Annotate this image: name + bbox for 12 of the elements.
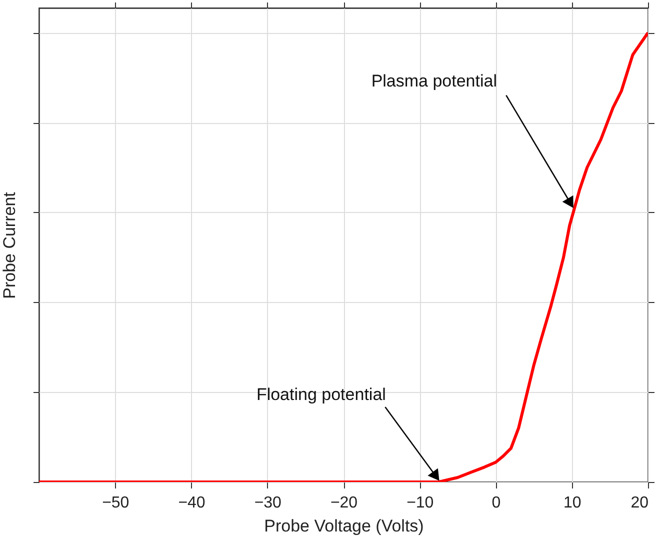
x-tick-label: −10 (406, 494, 434, 512)
x-tick-label: 0 (492, 494, 501, 512)
annotation: Floating potential (256, 385, 386, 404)
x-tick-label: −30 (254, 494, 282, 512)
x-tick-label: −50 (102, 494, 130, 512)
x-tick-label: −20 (330, 494, 358, 512)
x-tick-label: −40 (178, 494, 206, 512)
x-axis-title: Probe Voltage (Volts) (264, 516, 424, 536)
y-axis-title: Probe Current (0, 192, 19, 299)
x-tick-label: 20 (630, 494, 649, 512)
annotation: Plasma potential (371, 71, 498, 90)
x-tick-label: 10 (563, 494, 582, 512)
